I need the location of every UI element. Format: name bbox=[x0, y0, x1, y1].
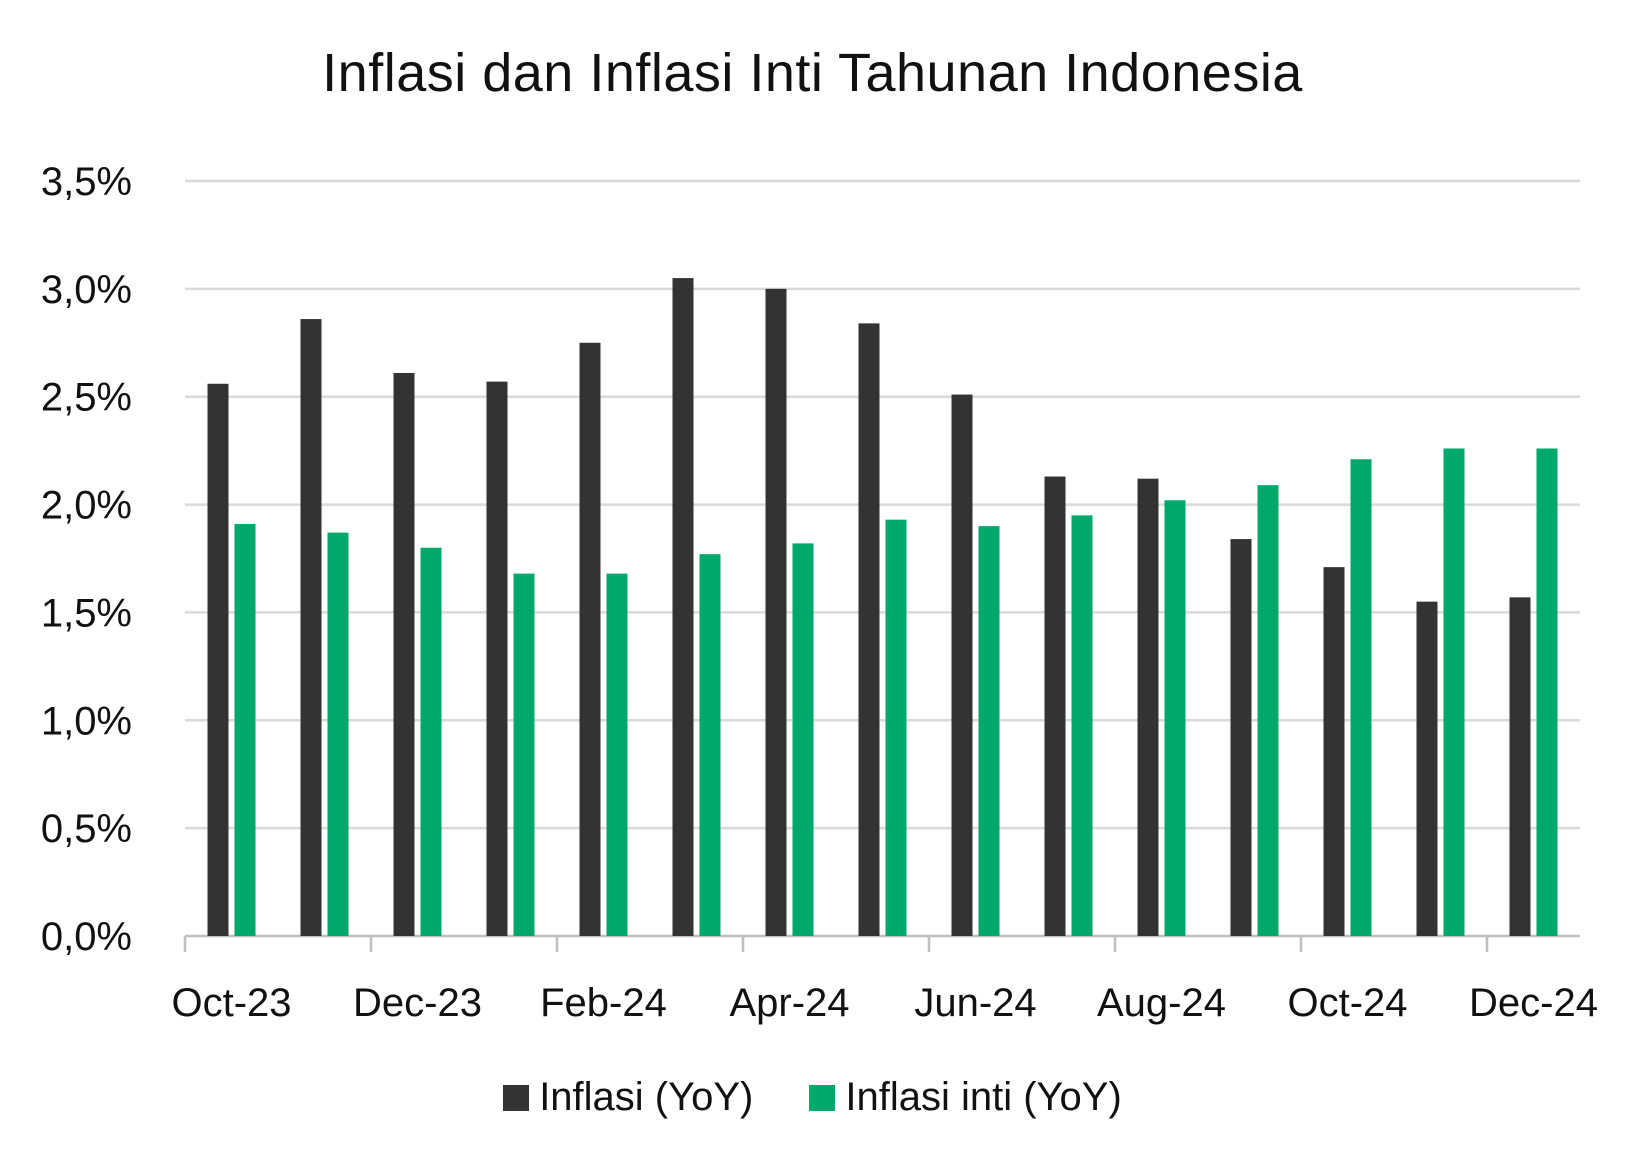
bar-inflasi-jul-24 bbox=[1044, 476, 1066, 936]
bar-inflasi-dec-23 bbox=[393, 372, 415, 936]
chart-title: Inflasi dan Inflasi Inti Tahunan Indones… bbox=[322, 43, 1303, 103]
legend-swatch-inflasi bbox=[503, 1084, 530, 1111]
bar-inflasi-inti-nov-23 bbox=[327, 532, 349, 936]
bar-inflasi-feb-24 bbox=[579, 342, 601, 936]
x-tick-label: Oct-24 bbox=[1287, 981, 1407, 1025]
bar-inflasi-inti-oct-23 bbox=[234, 523, 256, 936]
x-tick-label: Apr-24 bbox=[729, 981, 849, 1025]
y-tick-label: 3,5% bbox=[41, 160, 132, 204]
bar-inflasi-inti-dec-23 bbox=[420, 547, 442, 936]
bar-inflasi-may-24 bbox=[858, 323, 880, 936]
legend-label-inflasi: Inflasi (YoY) bbox=[539, 1075, 754, 1119]
legend-item-inflasi: Inflasi (YoY) bbox=[503, 1075, 753, 1120]
bar-inflasi-sep-24 bbox=[1230, 539, 1252, 936]
bar-inflasi-aug-24 bbox=[1137, 478, 1159, 936]
bar-inflasi-inti-dec-24 bbox=[1536, 448, 1558, 936]
x-tick-label: Feb-24 bbox=[540, 981, 667, 1025]
bar-inflasi-inti-mar-24 bbox=[699, 554, 721, 936]
bar-inflasi-oct-23 bbox=[207, 383, 229, 936]
bar-inflasi-inti-jan-24 bbox=[513, 573, 535, 936]
bar-inflasi-inti-jul-24 bbox=[1071, 515, 1093, 936]
bar-inflasi-inti-may-24 bbox=[885, 519, 907, 936]
bar-inflasi-dec-24 bbox=[1509, 597, 1531, 936]
legend-label-inflasi-inti: Inflasi inti (YoY) bbox=[845, 1075, 1122, 1119]
bar-inflasi-inti-jun-24 bbox=[978, 526, 1000, 936]
y-tick-label: 2,0% bbox=[41, 484, 132, 528]
bar-inflasi-jun-24 bbox=[951, 394, 973, 936]
legend-item-inflasi-inti: Inflasi inti (YoY) bbox=[809, 1075, 1122, 1120]
bar-inflasi-inti-nov-24 bbox=[1443, 448, 1465, 936]
bar-inflasi-inti-oct-24 bbox=[1350, 459, 1372, 936]
x-tick-label: Jun-24 bbox=[914, 981, 1036, 1025]
y-tick-label: 3,0% bbox=[41, 268, 132, 312]
bar-inflasi-apr-24 bbox=[765, 288, 787, 936]
x-tick-label: Aug-24 bbox=[1097, 981, 1226, 1025]
bar-inflasi-nov-24 bbox=[1416, 601, 1438, 936]
legend: Inflasi (YoY) Inflasi inti (YoY) bbox=[0, 1075, 1625, 1120]
bar-inflasi-inti-apr-24 bbox=[792, 543, 814, 936]
bar-inflasi-inti-feb-24 bbox=[606, 573, 628, 936]
legend-swatch-inflasi-inti bbox=[809, 1084, 836, 1111]
y-tick-label: 0,0% bbox=[41, 915, 132, 959]
x-tick-label: Oct-23 bbox=[171, 981, 291, 1025]
bar-inflasi-inti-aug-24 bbox=[1164, 500, 1186, 936]
y-tick-label: 2,5% bbox=[41, 376, 132, 420]
bar-inflasi-mar-24 bbox=[672, 278, 694, 937]
bar-inflasi-nov-23 bbox=[300, 319, 322, 936]
y-tick-label: 1,5% bbox=[41, 591, 132, 635]
x-tick-label: Dec-23 bbox=[353, 981, 482, 1025]
bar-inflasi-oct-24 bbox=[1323, 567, 1345, 936]
y-tick-label: 0,5% bbox=[41, 807, 132, 851]
bar-inflasi-inti-sep-24 bbox=[1257, 485, 1279, 936]
y-tick-label: 1,0% bbox=[41, 699, 132, 743]
bar-inflasi-jan-24 bbox=[486, 381, 508, 937]
x-tick-label: Dec-24 bbox=[1469, 981, 1598, 1025]
